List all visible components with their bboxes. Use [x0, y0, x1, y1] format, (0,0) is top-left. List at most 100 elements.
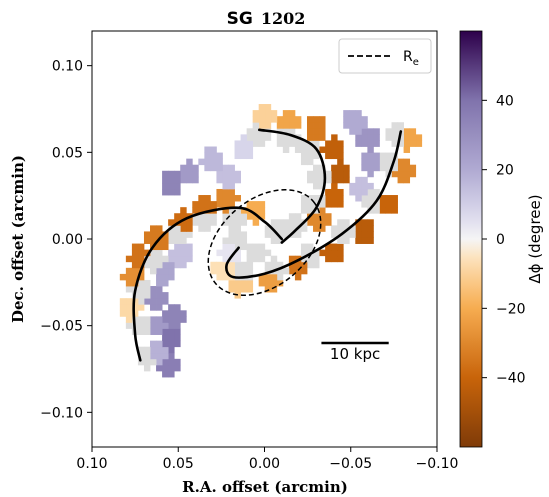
heatmap-cell	[313, 140, 320, 147]
heatmap-cell	[246, 279, 254, 287]
heatmap-cell	[355, 195, 362, 202]
heatmap-cell	[331, 182, 338, 190]
heatmap-cell	[234, 219, 241, 226]
heatmap-cell	[180, 255, 187, 263]
heatmap-cell	[276, 231, 284, 238]
heatmap-cell	[361, 237, 368, 244]
heatmap-cell	[162, 364, 169, 372]
heatmap-cell	[294, 267, 302, 275]
heatmap-cell	[270, 255, 278, 263]
heatmap-cell	[313, 219, 320, 226]
heatmap-cell	[228, 231, 235, 238]
heatmap-cell	[252, 122, 260, 129]
heatmap-cell	[288, 122, 296, 129]
heatmap-cell	[186, 225, 193, 232]
heatmap-cell	[143, 231, 151, 238]
heatmap-cell	[240, 286, 248, 293]
heatmap-cell	[397, 176, 404, 184]
heatmap-cell	[252, 128, 260, 135]
heatmap-cell	[216, 176, 223, 184]
heatmap-cell	[337, 140, 344, 147]
heatmap-cell	[180, 249, 187, 257]
heatmap-cell	[306, 170, 314, 178]
heatmap-cell	[162, 352, 169, 360]
heatmap-cell	[367, 170, 374, 178]
heatmap-cell	[325, 195, 332, 202]
heatmap-cell	[337, 237, 344, 244]
heatmap-cell	[131, 267, 139, 275]
heatmap-cell	[150, 231, 157, 238]
heatmap-cell	[150, 298, 157, 305]
heatmap-cell	[306, 243, 314, 251]
heatmap-cell	[240, 140, 248, 147]
heatmap-cell	[288, 225, 296, 232]
heatmap-cell	[156, 316, 163, 323]
heatmap-cell	[367, 195, 374, 202]
heatmap-cell	[385, 152, 392, 160]
heatmap-cell	[150, 292, 157, 299]
heatmap-cell	[156, 231, 163, 238]
heatmap-cell	[252, 255, 260, 263]
heatmap-cell	[270, 261, 278, 269]
heatmap-cell	[258, 213, 266, 220]
heatmap-cell	[156, 340, 163, 348]
heatmap-cell	[143, 328, 151, 335]
spiral-arm-line	[132, 206, 284, 362]
heatmap-cell	[168, 182, 175, 190]
heatmap-cell	[222, 170, 229, 178]
heatmap-cell	[373, 158, 380, 166]
heatmap-cell	[143, 261, 151, 269]
heatmap-cell	[361, 116, 368, 123]
heatmap-cell	[222, 243, 229, 251]
heatmap-cell	[246, 134, 254, 141]
heatmap-cell	[234, 213, 241, 220]
colorbar	[459, 30, 483, 448]
heatmap-cell	[216, 273, 223, 281]
heatmap-cell	[125, 267, 133, 275]
heatmap-cell	[150, 346, 157, 354]
heatmap-cell	[331, 249, 338, 257]
heatmap-cell	[168, 170, 175, 178]
heatmap-cell	[337, 219, 344, 226]
heatmap-cell	[174, 364, 181, 372]
heatmap-cell	[276, 116, 284, 123]
heatmap-cell	[137, 255, 145, 263]
heatmap-cell	[349, 231, 356, 238]
heatmap-cell	[168, 364, 175, 372]
re-ellipse	[207, 189, 322, 296]
heatmap-cell	[385, 134, 392, 141]
heatmap-cell	[337, 188, 344, 196]
heatmap-cell	[162, 176, 169, 184]
heatmap-cell	[119, 273, 127, 281]
heatmap-cell	[246, 146, 254, 153]
heatmap-cell	[288, 140, 296, 147]
heatmap-cell	[337, 146, 344, 153]
heatmap-cell	[156, 279, 163, 287]
heatmap-cell	[168, 267, 175, 275]
heatmap-cell	[306, 152, 314, 160]
heatmap-cell	[234, 267, 241, 275]
heatmap-cell	[192, 201, 199, 208]
heatmap-cell	[313, 261, 320, 269]
heatmap-cell	[162, 237, 169, 244]
legend: Re	[338, 38, 432, 74]
heatmap-cell	[361, 122, 368, 129]
heatmap-cell	[131, 261, 139, 269]
heatmap-cell	[174, 170, 181, 178]
heatmap-cell	[246, 128, 254, 135]
heatmap-cell	[252, 207, 260, 214]
heatmap-cell	[198, 219, 205, 226]
heatmap-cell	[288, 255, 296, 263]
heatmap-cell	[258, 255, 266, 263]
heatmap-cell	[198, 195, 205, 202]
x-tick-label: 0.00	[249, 456, 280, 472]
heatmap-cell	[270, 237, 278, 244]
heatmap-cell	[264, 231, 272, 238]
heatmap-cell	[361, 164, 368, 172]
heatmap-cell	[367, 152, 374, 160]
heatmap-cell	[180, 316, 187, 323]
heatmap-cell	[143, 358, 151, 366]
colorbar-tick-label: 20	[496, 163, 514, 179]
heatmap-cell	[156, 352, 163, 360]
